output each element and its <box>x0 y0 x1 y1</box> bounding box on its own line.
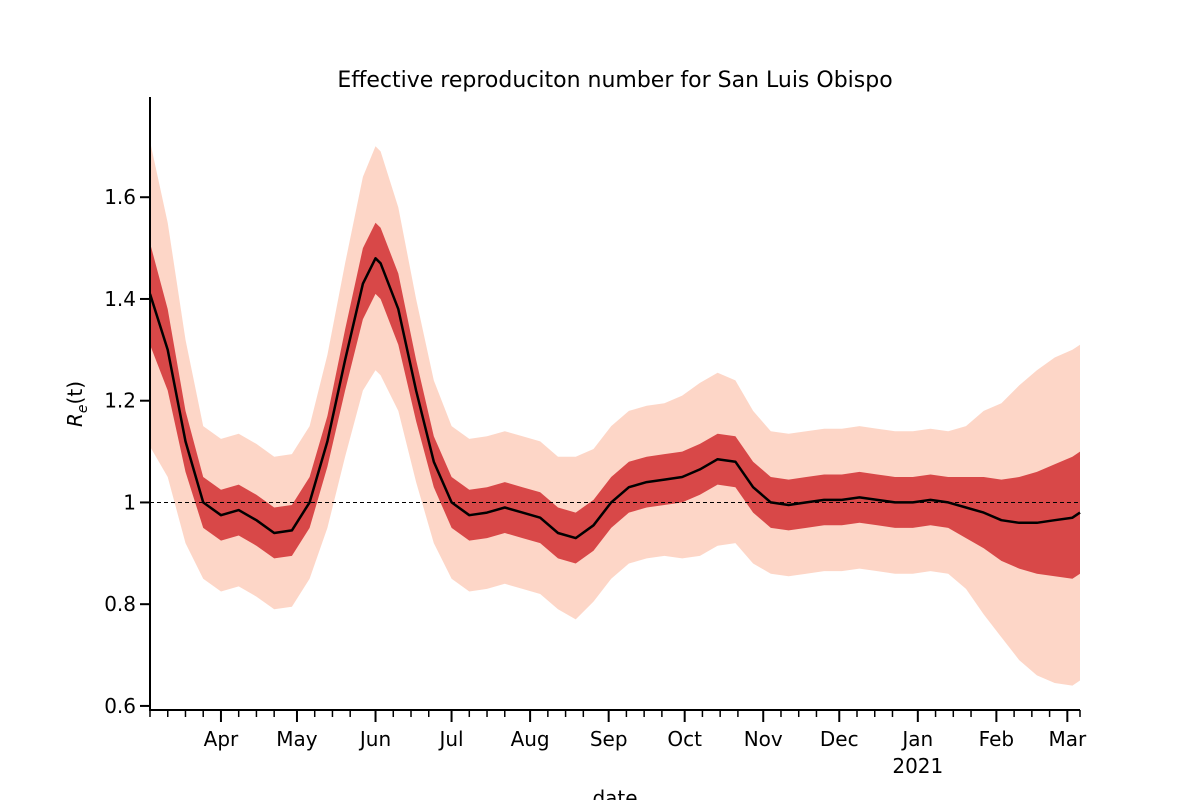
x-tick-label: Mar <box>1048 727 1087 751</box>
y-tick-label: 0.8 <box>104 592 136 616</box>
x-tick-label: Oct <box>667 727 702 751</box>
chart-title: Effective reproduciton number for San Lu… <box>337 68 892 93</box>
credible-band <box>150 222 1080 579</box>
y-tick-label: 0.6 <box>104 694 136 718</box>
x-tick-label: Dec <box>820 727 859 751</box>
x-tick-label: Jul <box>437 727 463 751</box>
x-tick-label: Sep <box>590 727 628 751</box>
y-tick-label: 1 <box>123 490 136 514</box>
x-tick-sublabel: 2021 <box>892 754 943 778</box>
x-tick-label: May <box>276 727 318 751</box>
y-label-rest: (t) <box>63 381 87 404</box>
x-tick-label: Apr <box>204 727 239 751</box>
x-axis-label: date <box>592 786 637 800</box>
y-tick-label: 1.4 <box>104 287 136 311</box>
y-label-base: R <box>63 413 87 427</box>
median-line <box>148 257 1081 540</box>
y-tick-label: 1.6 <box>104 185 136 209</box>
x-tick-label: Aug <box>511 727 550 751</box>
x-tick-label: Jun <box>358 727 391 751</box>
y-tick-label: 1.2 <box>104 389 136 413</box>
x-tick-label: Nov <box>744 727 783 751</box>
x-tick-label: Jan <box>900 727 933 751</box>
x-tick-label: Feb <box>979 727 1014 751</box>
y-axis-label: Re(t) <box>63 381 91 427</box>
credible-band <box>150 141 1080 686</box>
y-label-sub: e <box>75 404 91 413</box>
